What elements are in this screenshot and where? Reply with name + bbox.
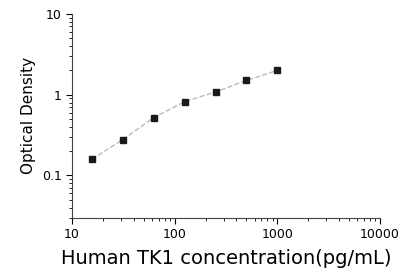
X-axis label: Human TK1 concentration(pg/mL): Human TK1 concentration(pg/mL) <box>61 249 391 268</box>
Y-axis label: Optical Density: Optical Density <box>21 57 36 174</box>
